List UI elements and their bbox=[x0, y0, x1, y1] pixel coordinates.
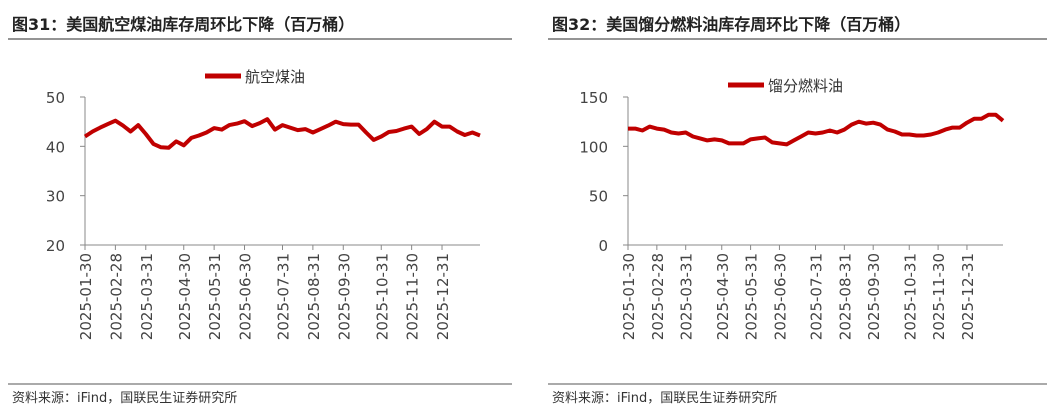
x-tick-label: 2025-01-30 bbox=[620, 253, 638, 340]
x-tick-label: 2025-08-31 bbox=[305, 253, 323, 340]
x-tick-label: 2025-10-31 bbox=[373, 253, 391, 340]
source: 资料来源：iFind，国联民生证券研究所 bbox=[12, 390, 237, 406]
chart-title: 图32：美国馏分燃料油库存周环比下降（百万桶） bbox=[552, 15, 910, 34]
x-tick-label: 2025-09-30 bbox=[865, 253, 883, 340]
x-tick-label: 2025-05-31 bbox=[743, 253, 761, 340]
x-tick-label: 2025-02-28 bbox=[107, 253, 125, 340]
x-tick-label: 2025-04-30 bbox=[714, 253, 732, 340]
y-tick-label: 0 bbox=[598, 237, 608, 255]
data-line bbox=[83, 117, 481, 150]
x-tick-label: 2025-03-31 bbox=[138, 253, 156, 340]
x-tick-label: 2025-02-28 bbox=[649, 253, 667, 340]
x-tick-label: 2025-05-31 bbox=[206, 253, 224, 340]
x-tick-label: 2025-03-31 bbox=[678, 253, 696, 340]
y-tick-label: 50 bbox=[46, 89, 65, 107]
y-tick-label: 40 bbox=[46, 138, 65, 156]
y-tick-label: 100 bbox=[579, 138, 608, 156]
x-tick-label: 2025-10-31 bbox=[901, 253, 919, 340]
source: 资料来源：iFind，国联民生证券研究所 bbox=[552, 390, 777, 406]
data-line bbox=[628, 112, 1005, 147]
x-tick-label: 2025-06-30 bbox=[237, 253, 255, 340]
x-tick-label: 2025-12-31 bbox=[434, 253, 452, 340]
x-tick-label: 2025-01-30 bbox=[77, 253, 95, 340]
y-tick-label: 30 bbox=[46, 188, 65, 206]
x-tick-label: 2025-07-31 bbox=[808, 253, 826, 340]
legend-label: 航空煤油 bbox=[245, 68, 305, 86]
legend-label: 馏分燃料油 bbox=[768, 77, 843, 95]
y-tick-label: 50 bbox=[589, 188, 608, 206]
y-tick-label: 20 bbox=[46, 237, 65, 255]
x-tick-label: 2025-08-31 bbox=[836, 253, 854, 340]
x-tick-label: 2025-11-30 bbox=[404, 253, 422, 340]
x-tick-label: 2025-04-30 bbox=[176, 253, 194, 340]
x-tick-label: 2025-09-30 bbox=[335, 253, 353, 340]
chart-title: 图31：美国航空煤油库存周环比下降（百万桶） bbox=[12, 15, 354, 34]
x-tick-label: 2025-07-31 bbox=[275, 253, 293, 340]
x-tick-label: 2025-06-30 bbox=[771, 253, 789, 340]
x-tick-label: 2025-12-31 bbox=[959, 253, 977, 340]
y-tick-label: 150 bbox=[579, 89, 608, 107]
x-tick-label: 2025-11-30 bbox=[930, 253, 948, 340]
